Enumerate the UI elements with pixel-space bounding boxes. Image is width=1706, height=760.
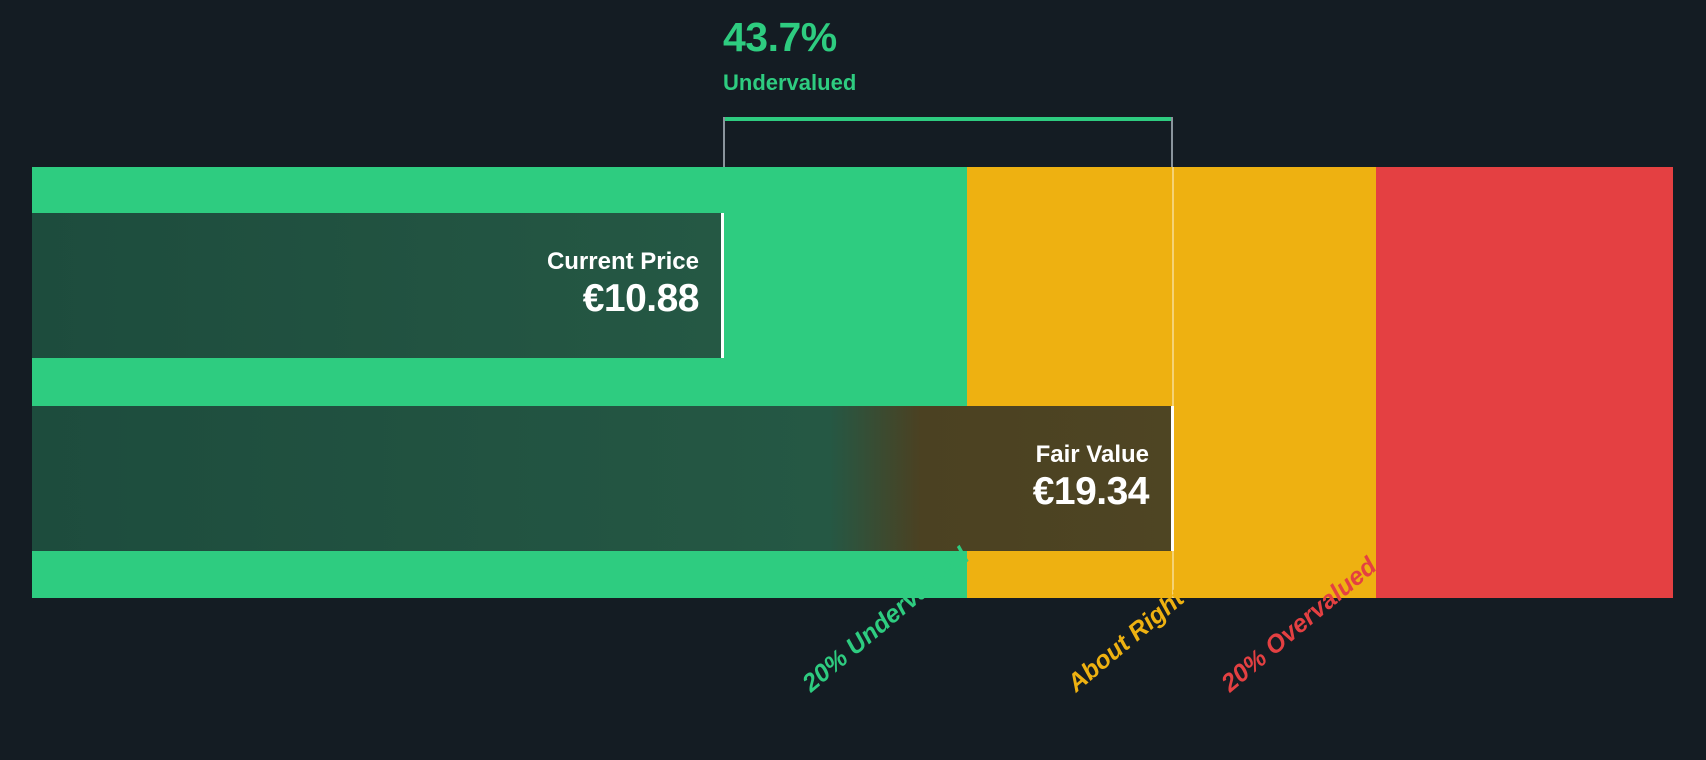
fair-value-value: €19.34: [1032, 469, 1150, 513]
fair-value-bar: Fair Value €19.34: [32, 406, 1174, 551]
bracket-top-rule: [723, 117, 1173, 121]
undervalued-percent: 43.7%: [723, 14, 837, 60]
current-price-bar: Current Price €10.88: [32, 213, 724, 358]
fair-value-label: Fair Value: [1035, 441, 1149, 469]
band-divider-about-right: [1172, 167, 1174, 598]
axis-label-about-right: About Right: [1062, 584, 1190, 698]
band-segment-overvalued: [1376, 167, 1673, 598]
callout-bracket: [723, 117, 1173, 167]
valuation-status-label: Undervalued: [723, 70, 857, 95]
current-price-label: Current Price: [546, 248, 699, 276]
bracket-right-rule: [1171, 117, 1173, 167]
bracket-left-rule: [723, 117, 725, 167]
current-price-value: €10.88: [582, 276, 700, 320]
